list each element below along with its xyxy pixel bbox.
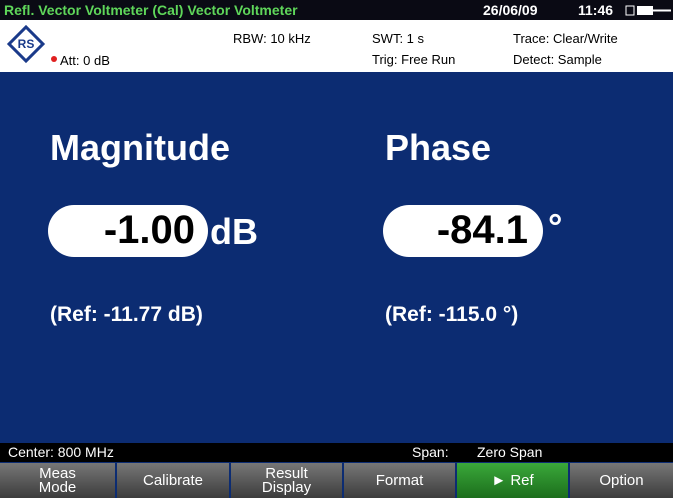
time: 11:46: [578, 2, 614, 18]
phase-label: Phase: [385, 127, 492, 168]
magnitude-label: Magnitude: [50, 127, 230, 168]
header: RS Att: 0 dB RBW: 10 kHz SWT: 1 s Trig: …: [0, 20, 673, 72]
softkey-label: Mode: [38, 478, 77, 496]
att-indicator: [51, 56, 57, 62]
softkey[interactable]: ► Ref: [457, 463, 568, 498]
phase-unit: °: [548, 206, 563, 247]
softkey-label: Format: [375, 471, 424, 489]
softkey-label: Calibrate: [142, 471, 204, 489]
battery-icon: [625, 5, 671, 16]
softkey-label: Display: [261, 478, 312, 496]
rbw: RBW: 10 kHz: [233, 31, 311, 46]
att: Att: 0 dB: [60, 53, 110, 68]
magnitude-value: -1.00: [103, 208, 195, 252]
date: 26/06/09: [483, 2, 538, 18]
status-bar: Center: 800 MHz Span: Zero Span: [0, 443, 673, 462]
span-label: Span:: [412, 444, 449, 460]
softkey-label: Result: [265, 464, 308, 482]
softkey-label: Meas: [39, 464, 76, 482]
softkey[interactable]: Option: [570, 463, 673, 498]
span-value: Zero Span: [477, 444, 543, 460]
magnitude-ref: (Ref: -11.77 dB): [50, 303, 203, 326]
logo: RS: [6, 24, 46, 64]
svg-text:RS: RS: [18, 37, 35, 51]
softkey[interactable]: Meas Mode: [0, 463, 115, 498]
phase-box: [383, 205, 543, 257]
title-bar: Refl. Vector Voltmeter (Cal) Vector Volt…: [0, 0, 673, 20]
softkey[interactable]: Result Display: [231, 463, 342, 498]
softkey-label: Option: [599, 471, 644, 489]
trig: Trig: Free Run: [372, 52, 456, 67]
softkey[interactable]: Format: [344, 463, 455, 498]
center: Center: 800 MHz: [8, 444, 114, 460]
trace: Trace: Clear/Write: [513, 31, 618, 46]
magnitude-box: [48, 205, 208, 257]
title: Refl. Vector Voltmeter (Cal) Vector Volt…: [4, 2, 298, 18]
swt: SWT: 1 s: [372, 31, 425, 46]
detect: Detect: Sample: [513, 52, 602, 67]
softkey[interactable]: Calibrate: [117, 463, 229, 498]
phase-value: -84.1: [436, 208, 528, 252]
phase-ref: (Ref: -115.0 °): [385, 303, 519, 326]
magnitude-unit: dB: [210, 211, 258, 252]
softkey-label: ► Ref: [491, 471, 534, 489]
